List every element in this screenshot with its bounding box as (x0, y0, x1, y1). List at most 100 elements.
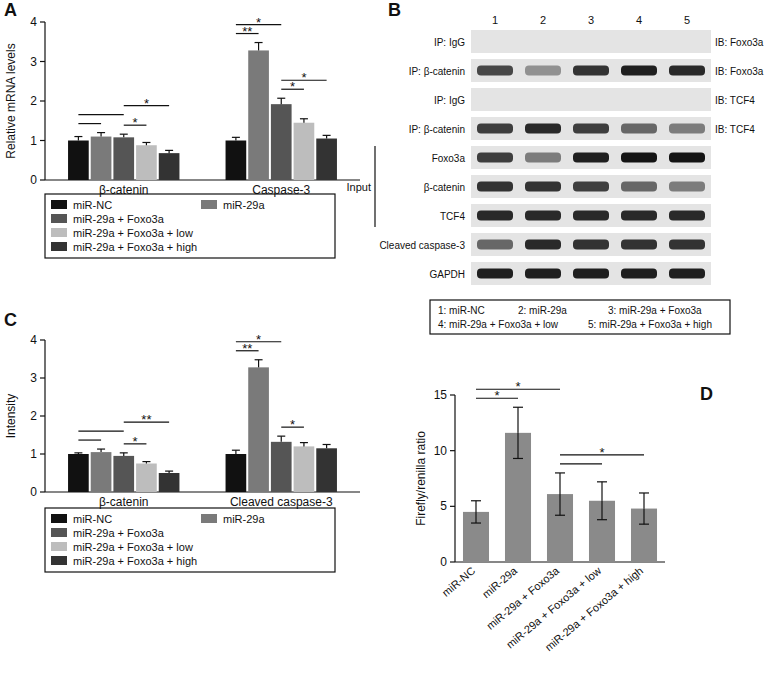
bar (463, 512, 489, 562)
legend-frame (430, 300, 730, 334)
y-tick-label: 4 (30, 333, 37, 347)
significance-label: * (301, 70, 306, 85)
y-tick-label: 3 (30, 55, 37, 69)
legend: miR-NCmiR-29amiR-29a + Foxo3amiR-29a + F… (45, 194, 335, 258)
error-stem (258, 43, 259, 51)
panel: C01234Intensityβ-cateninCleaved caspase-… (4, 310, 360, 572)
significance-label: * (290, 417, 295, 432)
significance-label: * (256, 332, 261, 347)
band (621, 153, 657, 163)
band (477, 269, 513, 279)
y-tick-label: 0 (30, 485, 37, 499)
significance-label: * (144, 96, 149, 111)
band (669, 240, 705, 250)
significance-bracket (560, 463, 602, 464)
legend-label: miR-29a (223, 513, 265, 525)
error-cap (232, 137, 240, 138)
y-axis-label: Relative mRNA levels (4, 43, 18, 158)
error-bar (97, 449, 105, 452)
band (525, 211, 561, 221)
marks (463, 407, 657, 562)
error-bar (255, 360, 263, 368)
band (573, 269, 609, 279)
band (477, 124, 513, 134)
error-stem (281, 98, 282, 104)
y-tick-label: 0 (30, 173, 37, 187)
band (525, 124, 561, 134)
legend: miR-NCmiR-29amiR-29a + Foxo3amiR-29a + F… (45, 508, 335, 572)
error-cap (255, 42, 263, 43)
y-tick-label: 0 (440, 555, 447, 569)
error-cap (255, 359, 263, 360)
y-tick (40, 339, 45, 340)
y-tick-label: 2 (30, 94, 37, 108)
band (669, 211, 705, 221)
panel-letter: C (4, 310, 17, 330)
legend-label: miR-29a + Foxo3a (73, 527, 165, 539)
ib-label: IB: TCF4 (715, 95, 755, 106)
band (621, 211, 657, 221)
error-cap (300, 442, 308, 443)
bar (547, 494, 573, 562)
group-bracket (374, 146, 375, 227)
y-tick-label: 4 (30, 15, 37, 29)
significance-label: * (515, 379, 520, 394)
y-axis-label: Firefly/renilla ratio (414, 431, 428, 526)
band (669, 66, 705, 76)
protein-label: β-catenin (424, 182, 465, 193)
band (621, 269, 657, 279)
error-bar (300, 443, 308, 447)
lane-number: 3 (588, 14, 594, 26)
error-cap (597, 481, 607, 482)
x-tick-label: β-catenin (99, 495, 149, 509)
protein-label: Cleaved caspase-3 (379, 240, 465, 251)
y-tick-label: 1 (30, 447, 37, 461)
x-tick-label: Cleaved caspase-3 (230, 495, 333, 509)
bar (248, 50, 269, 180)
error-cap (639, 492, 649, 493)
band (621, 124, 657, 134)
ib-label: IB: Foxo3a (715, 37, 764, 48)
error-bar (277, 98, 285, 104)
x-tick-label: miR-29a + Foxo3a + high (542, 564, 645, 653)
bar (294, 123, 315, 180)
band (525, 240, 561, 250)
error-bar (142, 142, 150, 145)
y-tick (450, 561, 455, 562)
bar (226, 454, 247, 492)
error-cap (97, 132, 105, 133)
bar (136, 464, 157, 493)
legend-swatch (201, 200, 217, 209)
bar (226, 141, 247, 181)
ip-label: IP: IgG (434, 95, 465, 106)
error-stem (559, 473, 560, 494)
band (525, 66, 561, 76)
y-tick (40, 453, 45, 454)
legend-frame (45, 508, 335, 572)
error-bar (97, 133, 105, 137)
band (573, 153, 609, 163)
band (573, 37, 609, 47)
band (525, 37, 561, 47)
error-stem (281, 436, 282, 442)
band (573, 182, 609, 192)
error-bar (323, 135, 331, 138)
band (573, 211, 609, 221)
bar (271, 104, 292, 180)
protein-label: GAPDH (429, 269, 465, 280)
error-bar (555, 473, 565, 515)
band (669, 37, 705, 47)
bar (136, 145, 157, 180)
y-tick (450, 450, 455, 451)
band (621, 95, 657, 105)
band (525, 95, 561, 105)
error-bar (597, 482, 607, 520)
blot-strip (471, 88, 711, 111)
group-label: Input (347, 181, 371, 193)
legend-swatch (51, 214, 67, 223)
legend-label: miR-29a + Foxo3a (73, 213, 165, 225)
legend-swatch (51, 528, 67, 537)
significance-label: * (133, 434, 138, 449)
legend-label: 3: miR-29a + Foxo3a (608, 305, 702, 316)
lane-number: 1 (492, 14, 498, 26)
